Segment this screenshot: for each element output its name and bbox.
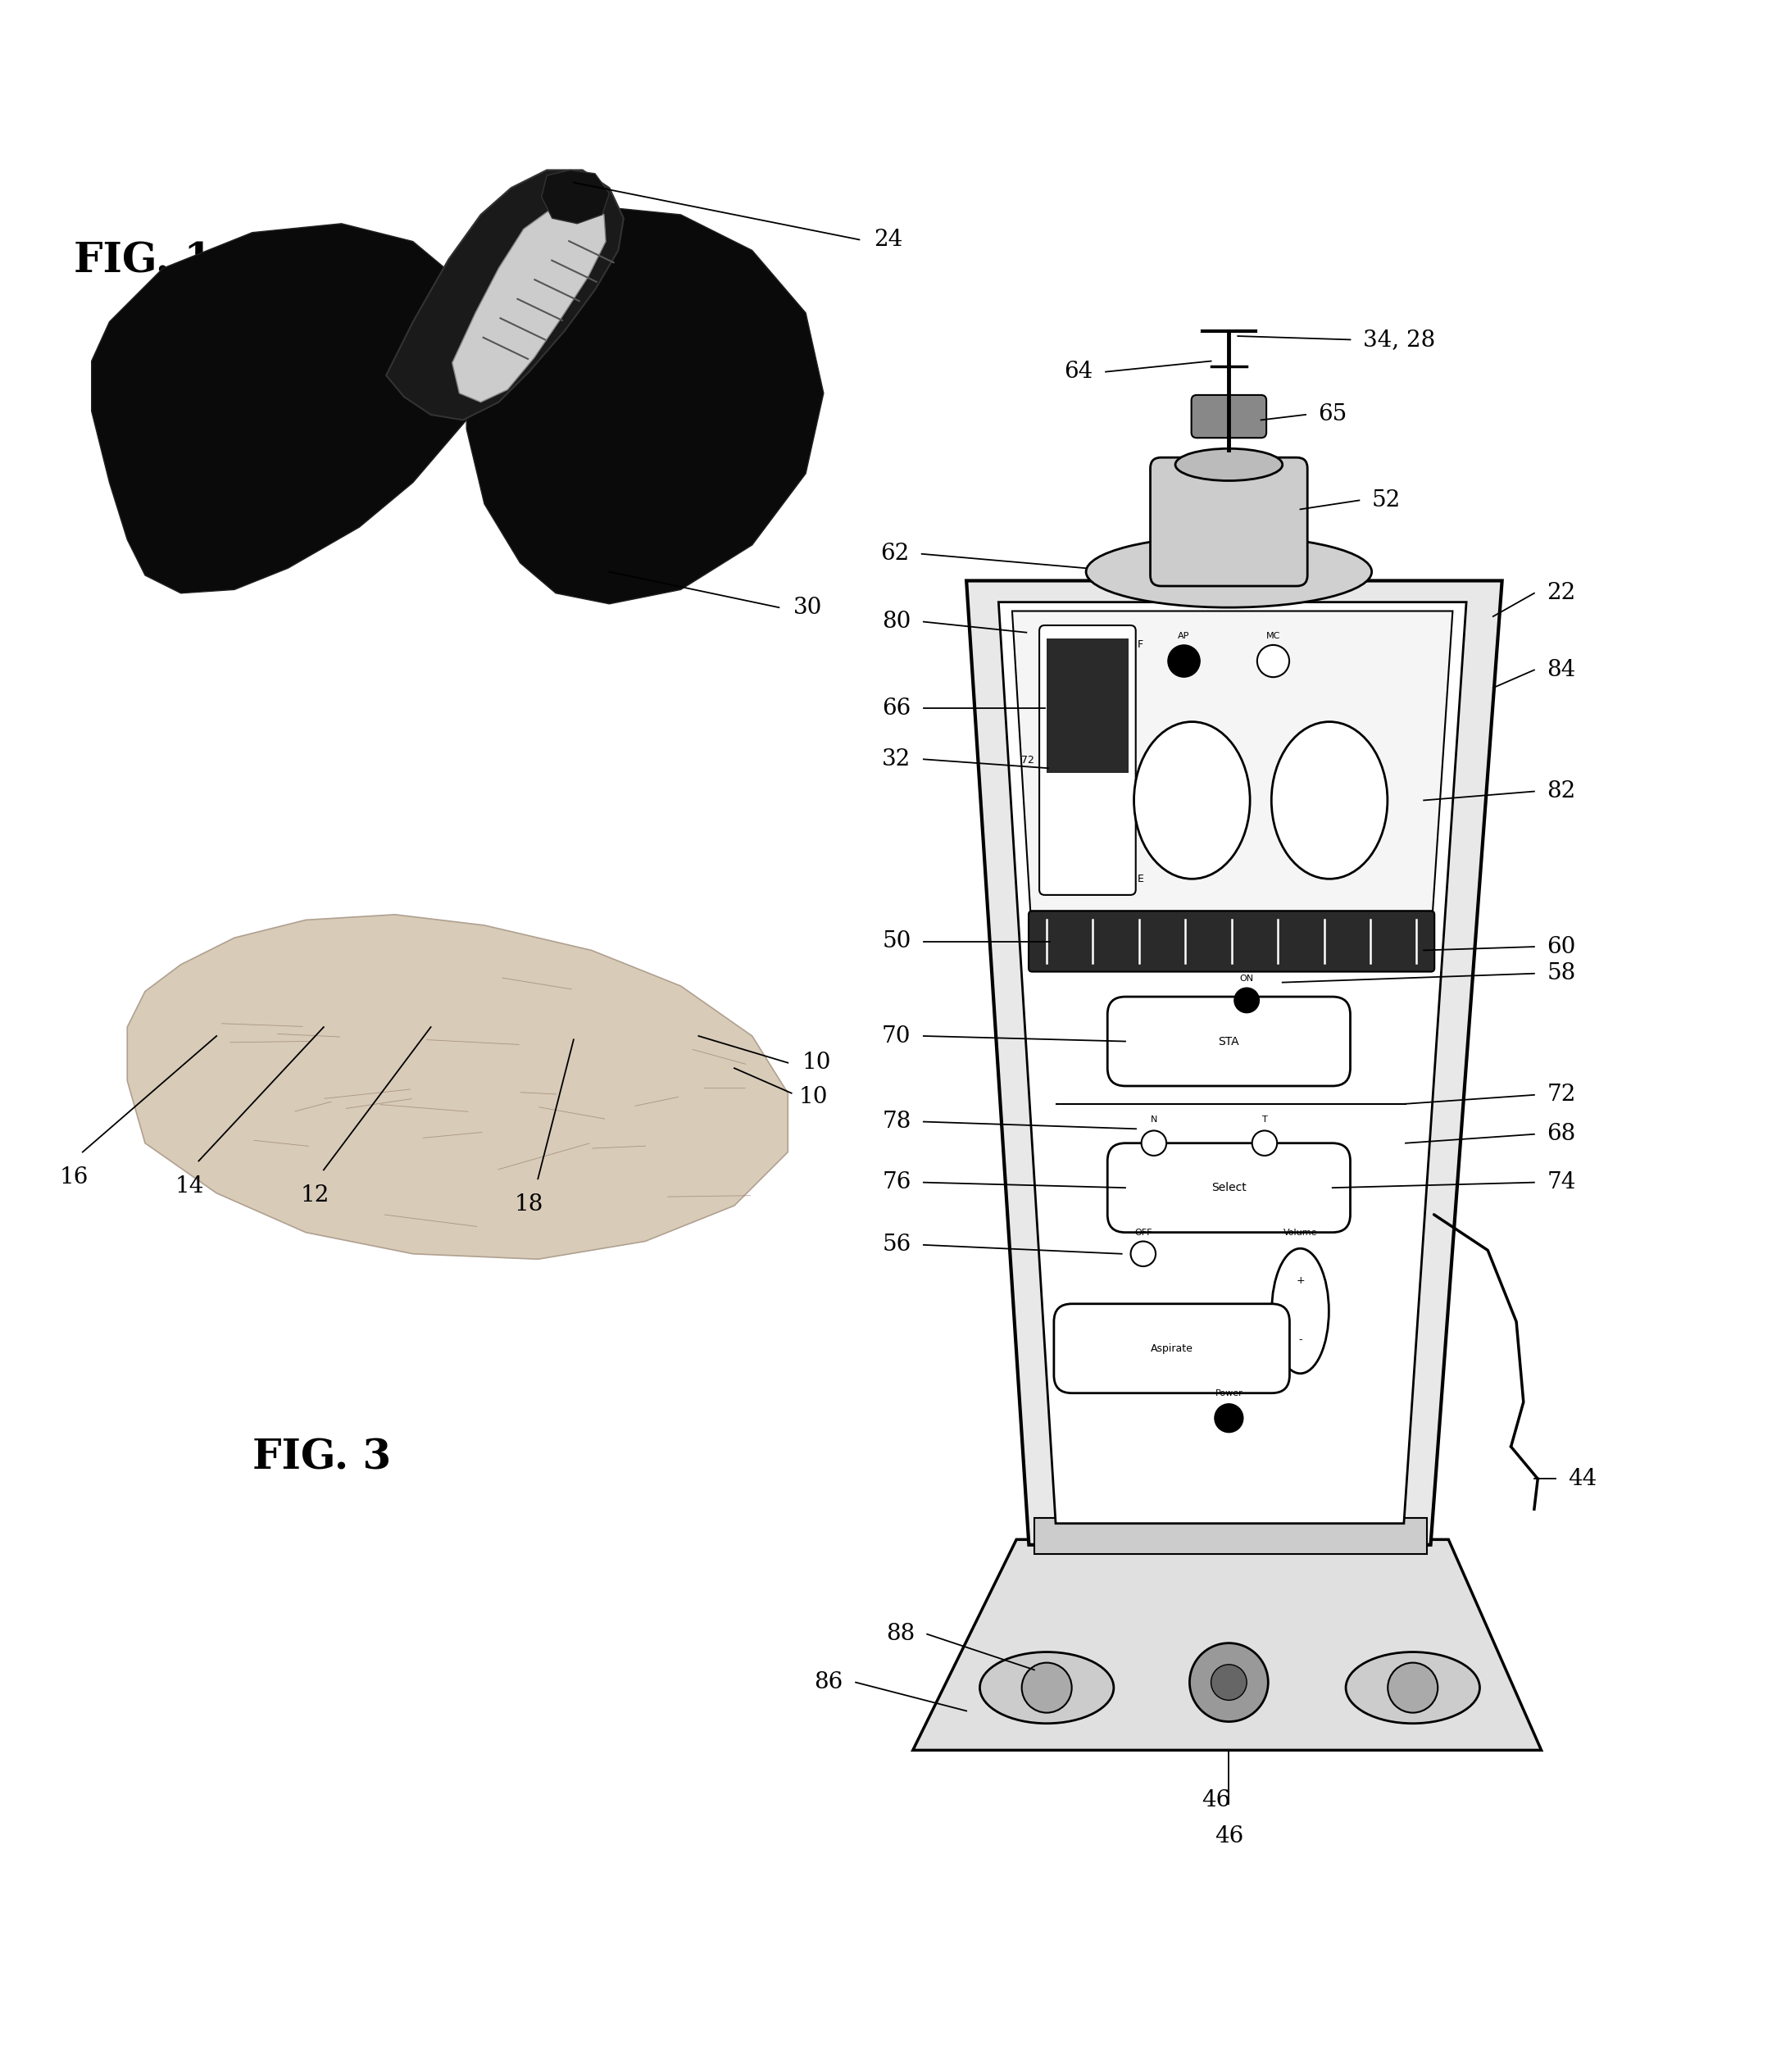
Text: 80: 80 (882, 611, 911, 632)
Text: 65: 65 (1317, 404, 1348, 425)
Text: E: E (1137, 874, 1144, 885)
Text: 68: 68 (1547, 1123, 1575, 1146)
Text: OFF: OFF (1135, 1229, 1153, 1237)
Ellipse shape (1087, 537, 1371, 607)
Text: 88: 88 (886, 1622, 915, 1645)
Circle shape (1190, 1643, 1267, 1722)
Text: 46: 46 (1214, 1825, 1244, 1848)
FancyBboxPatch shape (1054, 1303, 1289, 1392)
Text: 76: 76 (882, 1171, 911, 1193)
Text: 56: 56 (882, 1233, 911, 1256)
Text: MC: MC (1266, 632, 1280, 640)
Text: 16: 16 (59, 1167, 88, 1189)
Text: AP: AP (1178, 632, 1190, 640)
Circle shape (1257, 644, 1289, 678)
Text: 10: 10 (802, 1053, 831, 1073)
Polygon shape (913, 1539, 1541, 1751)
Text: 52: 52 (1371, 489, 1400, 512)
Ellipse shape (979, 1651, 1113, 1724)
Text: -: - (1298, 1334, 1301, 1345)
FancyBboxPatch shape (1047, 638, 1128, 773)
Circle shape (1131, 1241, 1156, 1266)
Text: 46: 46 (1201, 1788, 1232, 1811)
Text: 12: 12 (301, 1185, 329, 1206)
Text: 66: 66 (882, 698, 911, 719)
Text: Aspirate: Aspirate (1151, 1343, 1192, 1353)
Circle shape (1022, 1662, 1072, 1714)
Ellipse shape (1346, 1651, 1480, 1724)
Text: N: N (1151, 1117, 1158, 1123)
Text: +: + (1296, 1274, 1305, 1287)
Text: FIG. 3: FIG. 3 (252, 1438, 390, 1477)
FancyBboxPatch shape (1192, 396, 1266, 437)
Text: 72: 72 (1547, 1084, 1575, 1106)
Text: 30: 30 (793, 597, 822, 620)
Text: 86: 86 (814, 1672, 843, 1693)
Text: 62: 62 (881, 543, 909, 566)
Circle shape (1235, 988, 1258, 1013)
Text: 78: 78 (882, 1111, 911, 1133)
Ellipse shape (1271, 1249, 1328, 1374)
FancyBboxPatch shape (1108, 997, 1350, 1086)
Text: Power: Power (1215, 1388, 1242, 1397)
Circle shape (1142, 1131, 1167, 1156)
Text: 74: 74 (1547, 1171, 1575, 1193)
Text: 18: 18 (514, 1193, 544, 1216)
Polygon shape (453, 201, 605, 402)
Ellipse shape (1176, 448, 1282, 481)
FancyBboxPatch shape (1151, 458, 1307, 586)
Polygon shape (387, 170, 623, 421)
Text: FIG. 1: FIG. 1 (73, 242, 213, 282)
Text: 50: 50 (882, 930, 911, 953)
Text: 82: 82 (1547, 781, 1575, 802)
Polygon shape (967, 580, 1502, 1546)
Circle shape (1387, 1662, 1437, 1714)
Text: 72: 72 (1020, 754, 1035, 765)
Polygon shape (1011, 611, 1453, 912)
Circle shape (1215, 1405, 1244, 1432)
Text: Volume: Volume (1283, 1229, 1317, 1237)
Text: STA: STA (1219, 1036, 1239, 1046)
Circle shape (1167, 644, 1199, 678)
Polygon shape (127, 914, 788, 1260)
Ellipse shape (1133, 721, 1249, 879)
Text: Select: Select (1212, 1181, 1246, 1193)
Text: T: T (1262, 1117, 1267, 1123)
Text: ON: ON (1240, 974, 1253, 982)
Text: 22: 22 (1547, 582, 1575, 605)
Text: 32: 32 (882, 748, 911, 771)
Polygon shape (999, 603, 1466, 1523)
Ellipse shape (1271, 721, 1387, 879)
Text: 10: 10 (798, 1086, 827, 1109)
Text: 64: 64 (1065, 361, 1094, 383)
FancyBboxPatch shape (1029, 912, 1434, 972)
Text: 14: 14 (175, 1175, 204, 1198)
Circle shape (1212, 1664, 1246, 1701)
Text: 84: 84 (1547, 659, 1575, 682)
FancyBboxPatch shape (1108, 1144, 1350, 1233)
Text: 44: 44 (1568, 1467, 1597, 1490)
Text: 58: 58 (1547, 961, 1575, 984)
Polygon shape (542, 170, 609, 224)
Text: F: F (1137, 640, 1144, 651)
Circle shape (1251, 1131, 1276, 1156)
FancyBboxPatch shape (1035, 1519, 1427, 1554)
Text: 34, 28: 34, 28 (1362, 329, 1436, 350)
Polygon shape (467, 205, 823, 603)
Polygon shape (91, 224, 485, 593)
Text: 24: 24 (874, 228, 902, 251)
Text: 70: 70 (882, 1026, 911, 1046)
FancyBboxPatch shape (1040, 626, 1135, 895)
Text: 60: 60 (1547, 937, 1575, 957)
